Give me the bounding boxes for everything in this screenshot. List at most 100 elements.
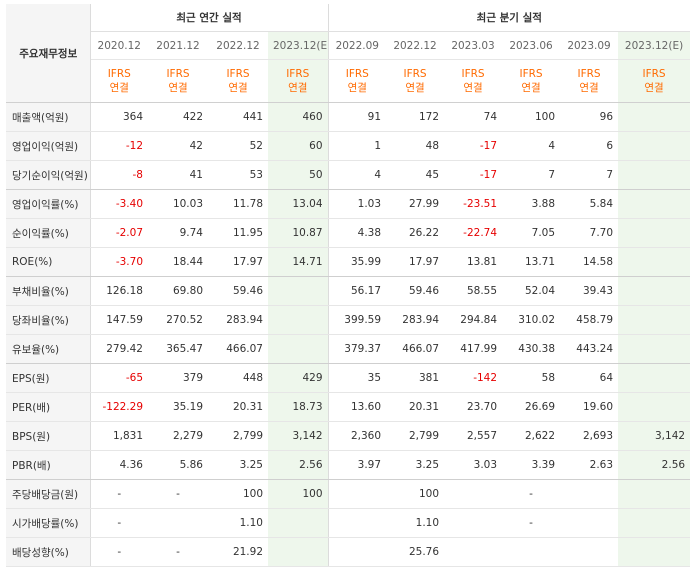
basis-consolidated-label: 연결 bbox=[579, 82, 599, 94]
table-cell: -122.29 bbox=[90, 392, 148, 422]
table-cell: 466.07 bbox=[386, 334, 445, 364]
row-label: 유보율(%) bbox=[6, 334, 91, 364]
period-header: 2022.12 bbox=[208, 31, 268, 60]
basis-consolidated-label: 연결 bbox=[347, 82, 367, 94]
table-cell: 59.46 bbox=[386, 276, 445, 306]
row-label: 배당성향(%) bbox=[6, 537, 91, 567]
row-label: 시가배당률(%) bbox=[6, 508, 91, 538]
table-cell: 283.94 bbox=[208, 305, 268, 335]
table-row: 시가배당률(%) -1.10 1.10- bbox=[6, 508, 691, 538]
basis-ifrs-label: IFRS bbox=[286, 68, 310, 80]
table-cell: 21.92 bbox=[208, 537, 268, 567]
table-row: 유보율(%) 279.42 365.47 466.07 379.37 466.07 417.… bbox=[6, 334, 691, 364]
table-cell: 2,557 bbox=[444, 421, 503, 451]
period-header: 2023.06 bbox=[502, 31, 561, 60]
table-cell: 3.03 bbox=[444, 450, 503, 480]
row-label: 매출액(억원) bbox=[6, 102, 91, 132]
table-cell: 58 bbox=[502, 363, 561, 393]
row-label: ROE(%) bbox=[6, 247, 91, 277]
table-cell: 11.78 bbox=[208, 189, 268, 219]
table-cell: 35.19 bbox=[148, 392, 208, 422]
table-cell: -2.07 bbox=[90, 218, 148, 248]
table-cell bbox=[560, 508, 619, 538]
table-cell bbox=[268, 334, 329, 364]
table-cell: 26.69 bbox=[502, 392, 561, 422]
row-label: PER(배) bbox=[6, 392, 91, 422]
basis-consolidated-label: 연결 bbox=[109, 82, 129, 94]
table-cell: 52.04 bbox=[502, 276, 561, 306]
basis-header: IFRS 연결 bbox=[208, 59, 268, 103]
table-cell: 100 bbox=[502, 102, 561, 132]
annual-title: 최근 연간 실적 bbox=[90, 4, 329, 32]
table-cell: 7 bbox=[560, 160, 619, 190]
table-row: BPS(원) 1,831 2,279 2,799 3,142 2,360 2,799 2,55… bbox=[6, 421, 691, 451]
table-cell: 2,799 bbox=[386, 421, 445, 451]
table-cell bbox=[444, 479, 503, 509]
basis-row: IFRS 연결 IFRS 연결 IFRS 연결 IFRS 연결 IFRS 연결 IFRS 연결 IFRS… bbox=[6, 59, 691, 103]
table-cell: 126.18 bbox=[90, 276, 148, 306]
table-cell: 17.97 bbox=[386, 247, 445, 277]
table-cell: 53 bbox=[208, 160, 268, 190]
row-label: BPS(원) bbox=[6, 421, 91, 451]
table-cell: 14.71 bbox=[268, 247, 329, 277]
table-cell: 283.94 bbox=[386, 305, 445, 335]
table-cell: -65 bbox=[90, 363, 148, 393]
table-cell: 1,831 bbox=[90, 421, 148, 451]
table-cell: -17 bbox=[444, 160, 503, 190]
table-row: 주당배당금(원) - -100 100 100- bbox=[6, 479, 691, 509]
table-cell: -142 bbox=[444, 363, 503, 393]
table-cell: 1.10 bbox=[208, 508, 268, 538]
table-cell: 13.71 bbox=[502, 247, 561, 277]
table-cell bbox=[148, 508, 208, 538]
table-cell: 25.76 bbox=[386, 537, 445, 567]
row-label: 당기순이익(억원) bbox=[6, 160, 91, 190]
table-cell: 379.37 bbox=[327, 334, 387, 364]
table-cell: 2.56 bbox=[268, 450, 329, 480]
basis-consolidated-label: 연결 bbox=[405, 82, 425, 94]
table-cell: 20.31 bbox=[208, 392, 268, 422]
table-cell: - bbox=[502, 479, 561, 509]
table-cell: 4 bbox=[502, 131, 561, 161]
table-cell: 69.80 bbox=[148, 276, 208, 306]
table-cell: 3.25 bbox=[386, 450, 445, 480]
table-cell: 13.60 bbox=[327, 392, 387, 422]
table-cell: 35.99 bbox=[327, 247, 387, 277]
table-cell bbox=[502, 537, 561, 567]
table-cell: 417.99 bbox=[444, 334, 503, 364]
table-cell: 448 bbox=[208, 363, 268, 393]
table-cell: 64 bbox=[560, 363, 619, 393]
table-cell: - bbox=[90, 537, 148, 567]
table-cell: 381 bbox=[386, 363, 445, 393]
table-cell: 10.87 bbox=[268, 218, 329, 248]
basis-header: IFRS 연결 bbox=[327, 59, 387, 103]
table-cell: -8 bbox=[90, 160, 148, 190]
period-header: 2020.12 bbox=[90, 31, 148, 60]
table-row: PBR(배) 4.36 5.86 3.25 2.56 3.97 3.25 3.03 3.39 2.… bbox=[6, 450, 691, 480]
table-cell: 41 bbox=[148, 160, 208, 190]
basis-header: IFRS 연결 bbox=[148, 59, 208, 103]
table-cell bbox=[618, 189, 691, 219]
table-cell: 2,799 bbox=[208, 421, 268, 451]
table-cell: 48 bbox=[386, 131, 445, 161]
basis-consolidated-label: 연결 bbox=[644, 82, 664, 94]
table-cell: 56.17 bbox=[327, 276, 387, 306]
basis-ifrs-label: IFRS bbox=[166, 68, 190, 80]
table-cell bbox=[618, 305, 691, 335]
table-cell: 7.05 bbox=[502, 218, 561, 248]
basis-ifrs-label: IFRS bbox=[403, 68, 427, 80]
table-cell bbox=[268, 508, 329, 538]
table-cell: 26.22 bbox=[386, 218, 445, 248]
basis-header: IFRS 연결 bbox=[90, 59, 148, 103]
basis-ifrs-label: IFRS bbox=[226, 68, 250, 80]
basis-ifrs-label: IFRS bbox=[461, 68, 485, 80]
basis-consolidated-label: 연결 bbox=[463, 82, 483, 94]
table-body: 매출액(억원) 364 422 441 460 91 172 74 100 96 영업이익(억원) -… bbox=[6, 102, 691, 567]
table-cell: 13.04 bbox=[268, 189, 329, 219]
table-cell: -22.74 bbox=[444, 218, 503, 248]
table-cell bbox=[618, 102, 691, 132]
table-cell: 310.02 bbox=[502, 305, 561, 335]
table-cell: 2.63 bbox=[560, 450, 619, 480]
table-row: PER(배) -122.29 35.19 20.31 18.73 13.60 20.31 23… bbox=[6, 392, 691, 422]
row-label: 영업이익률(%) bbox=[6, 189, 91, 219]
table-cell: 4 bbox=[327, 160, 387, 190]
